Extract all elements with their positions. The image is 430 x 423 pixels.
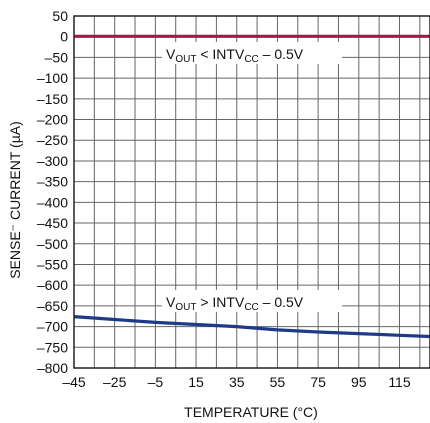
plot-frame xyxy=(73,15,430,369)
x-tick-label: 15 xyxy=(188,374,204,390)
y-tick-label: –400 xyxy=(37,194,68,210)
y-tick-label: 50 xyxy=(52,8,68,24)
x-tick-label: 95 xyxy=(351,374,367,390)
y-tick-label: –700 xyxy=(37,319,68,335)
y-tick-label: –650 xyxy=(37,298,68,314)
x-tick-label: –25 xyxy=(103,374,127,390)
x-tick-label: 35 xyxy=(229,374,245,390)
x-tick-labels: –45 –25 –5 15 35 55 75 95 115 xyxy=(62,374,411,390)
y-tick-label: –500 xyxy=(37,236,68,252)
annotation-upper-text: VOUT < INTVCC – 0.5V xyxy=(166,46,304,65)
y-axis-label: SENSE⁻ CURRENT (µA) xyxy=(7,121,23,279)
x-tick-label: –45 xyxy=(62,374,86,390)
y-tick-label: –150 xyxy=(37,91,68,107)
x-tick-label: 75 xyxy=(310,374,326,390)
y-tick-label: –550 xyxy=(37,256,68,272)
series-line-lower xyxy=(73,315,430,339)
x-axis-label: TEMPERATURE (°C) xyxy=(184,404,318,420)
y-tick-label: –50 xyxy=(45,49,69,65)
y-tick-label: –450 xyxy=(37,215,68,231)
y-tick-label: –600 xyxy=(37,277,68,293)
y-tick-label: –750 xyxy=(37,339,68,355)
annotation-upper-bg xyxy=(162,42,342,64)
y-tick-label: 0 xyxy=(60,29,68,45)
x-tick-label: 115 xyxy=(388,374,411,390)
y-tick-label: –100 xyxy=(37,70,68,86)
annotation-upper: VOUT < INTVCC – 0.5V xyxy=(162,42,342,65)
x-tick-label: –5 xyxy=(148,374,164,390)
y-tick-label: –300 xyxy=(37,153,68,169)
grid xyxy=(73,15,430,369)
y-tick-label: –800 xyxy=(37,360,68,376)
series-lines xyxy=(73,34,430,339)
y-tick-label: –250 xyxy=(37,132,68,148)
y-tick-labels: 50 0 –50 –100 –150 –200 –250 –300 –350 –400 –450 –5… xyxy=(37,8,68,376)
annotation-lower: VOUT > INTVCC – 0.5V xyxy=(162,290,342,313)
x-tick-label: 55 xyxy=(270,374,286,390)
annotation-lower-bg xyxy=(162,290,342,312)
annotation-lower-text: VOUT > INTVCC – 0.5V xyxy=(166,294,304,313)
y-tick-label: –350 xyxy=(37,174,68,190)
y-tick-label: –200 xyxy=(37,112,68,128)
